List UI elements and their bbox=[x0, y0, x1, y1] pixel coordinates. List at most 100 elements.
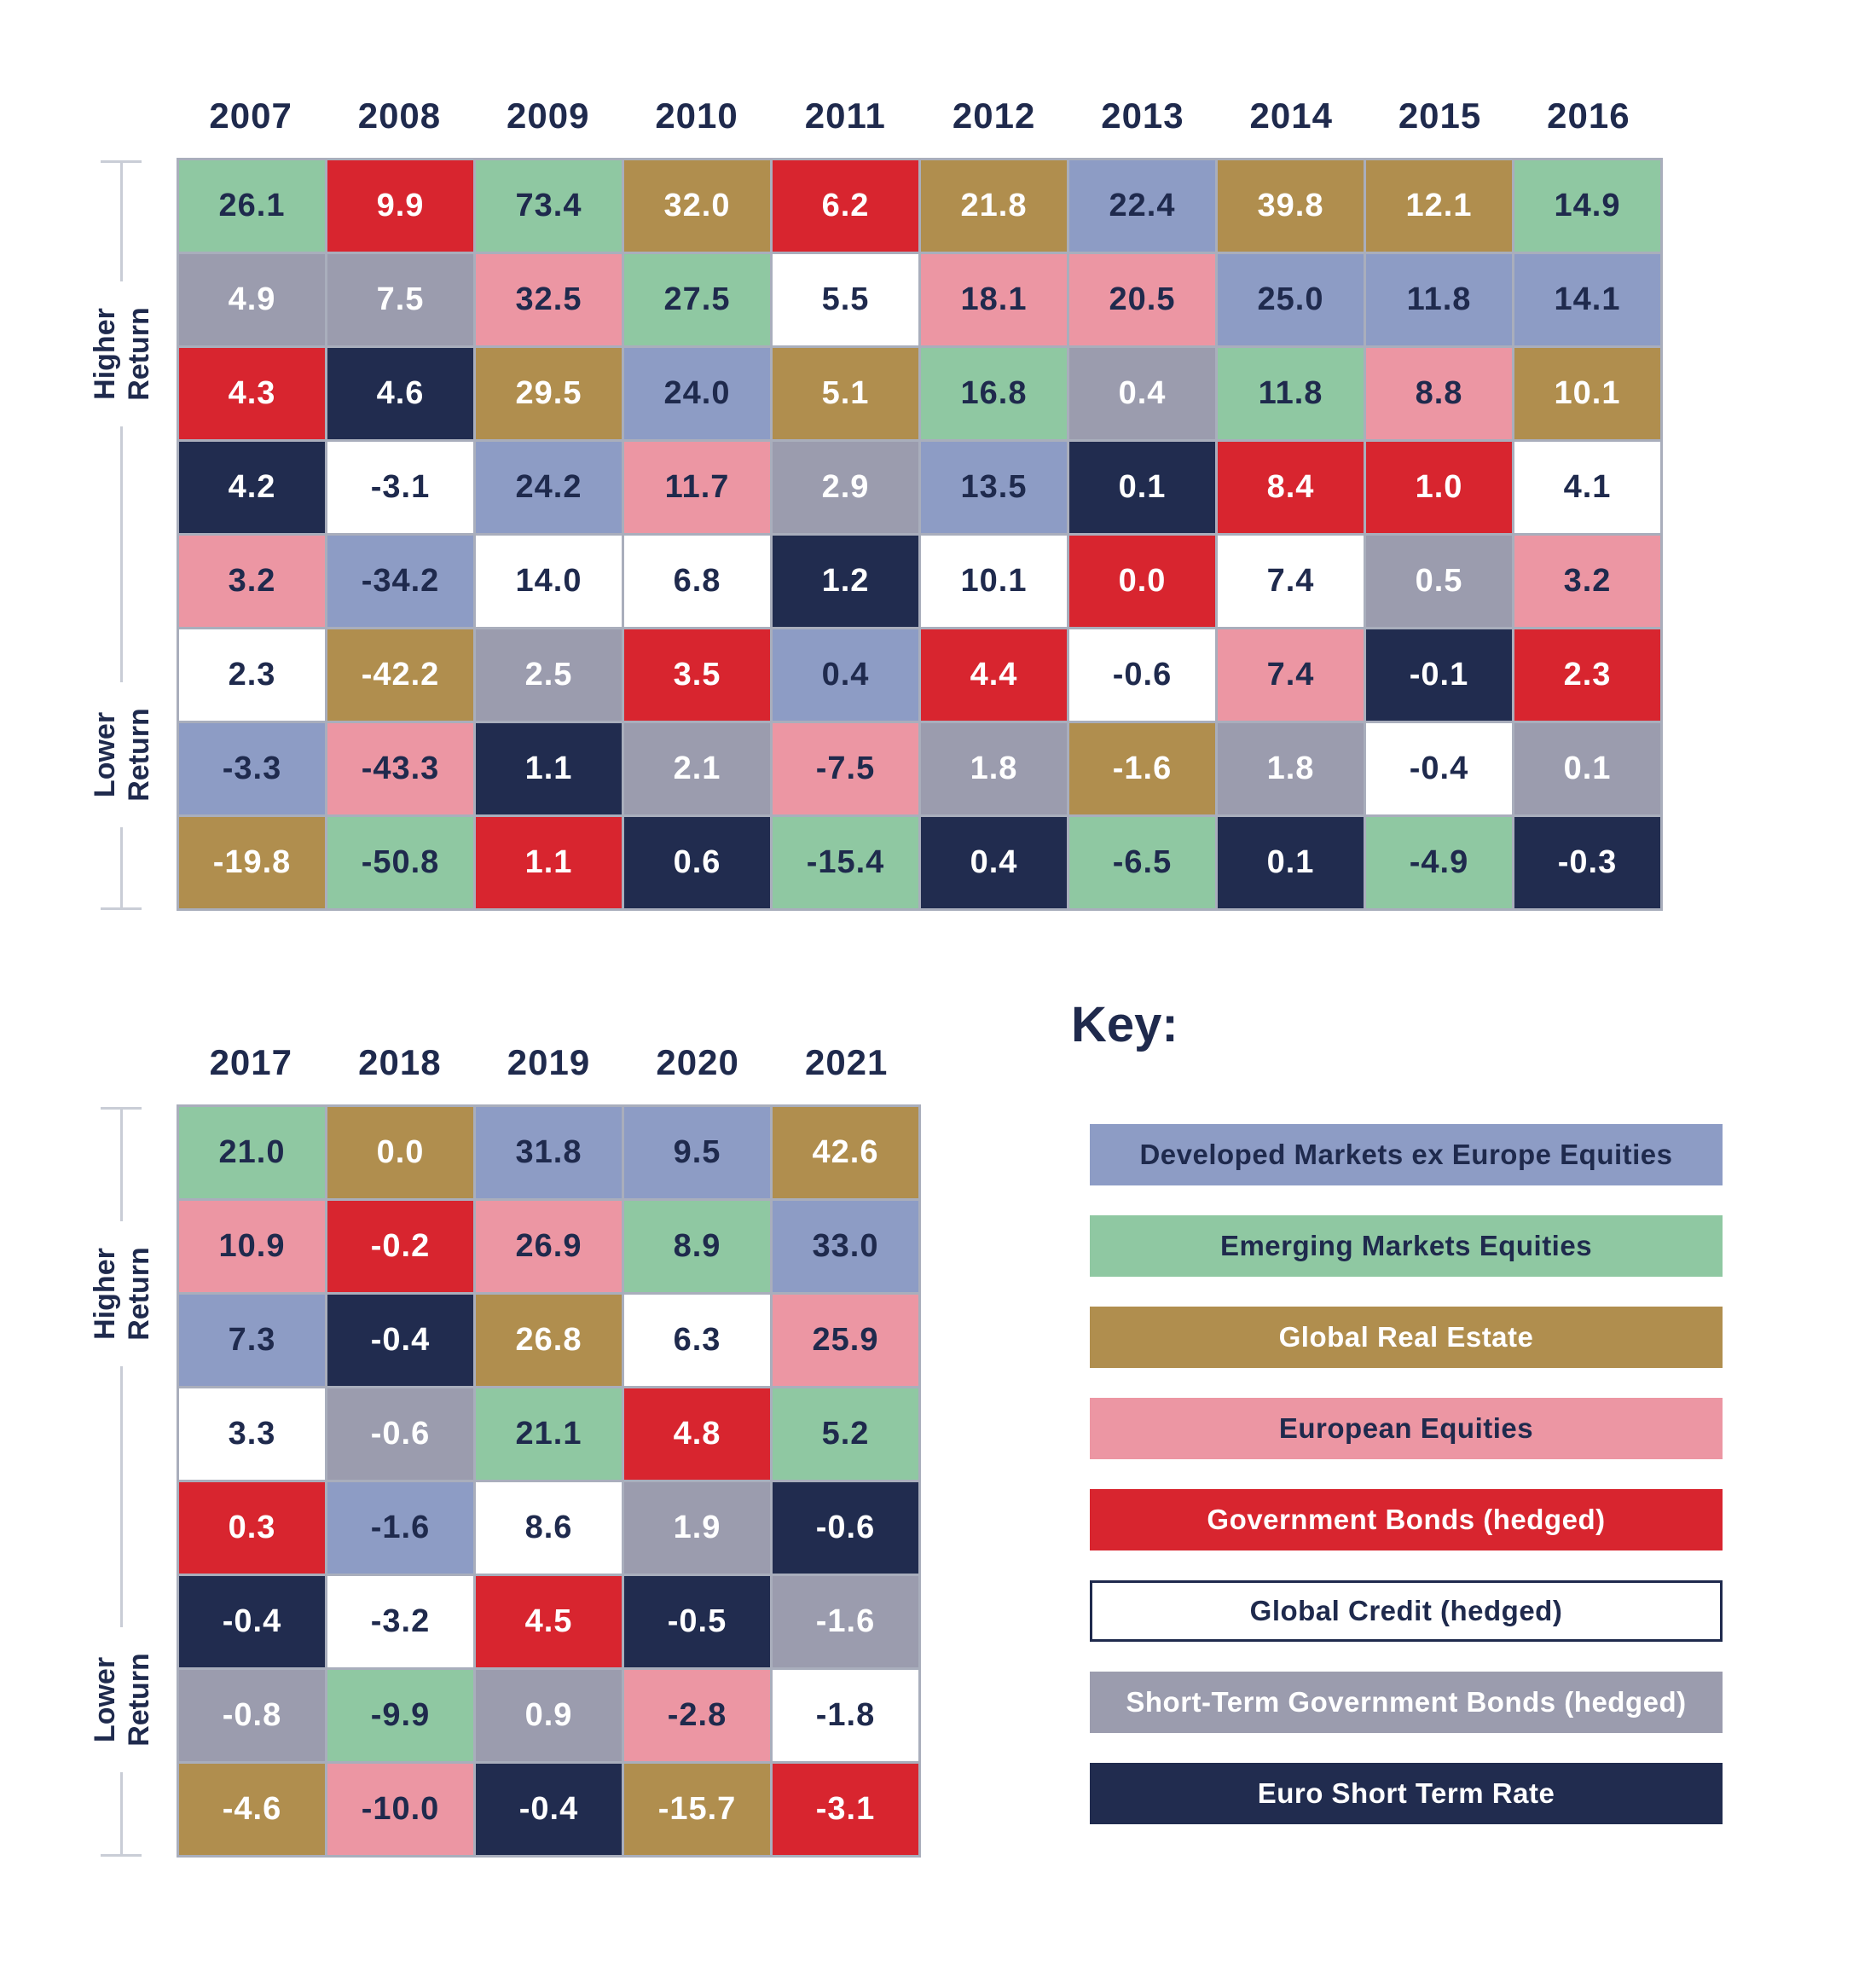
return-cell-emerging: 26.1 bbox=[179, 160, 325, 252]
return-cell-european: 18.1 bbox=[921, 254, 1067, 345]
legend-item-govbonds: Government Bonds (hedged) bbox=[1090, 1489, 1723, 1550]
return-cell-european: 7.4 bbox=[1218, 629, 1364, 721]
legend-item-emerging: Emerging Markets Equities bbox=[1090, 1215, 1723, 1277]
return-cell-euroshort: -0.5 bbox=[624, 1576, 770, 1667]
return-cell-globalcredit: 4.1 bbox=[1514, 442, 1660, 533]
return-cell-emerging: -50.8 bbox=[327, 817, 473, 908]
return-cell-shortterm: -0.6 bbox=[327, 1388, 473, 1480]
return-cell-european: -10.0 bbox=[327, 1764, 473, 1855]
grid1: 26.1 9.9 73.4 32.0 6.2 21.8 22.4 39.8 12.1 14.9 4.… bbox=[177, 158, 1663, 911]
return-cell-globalcredit: -3.2 bbox=[327, 1576, 473, 1667]
return-cell-shortterm: 0.1 bbox=[1514, 723, 1660, 814]
return-cell-realestate: 10.1 bbox=[1514, 348, 1660, 439]
return-cell-realestate: 32.0 bbox=[624, 160, 770, 252]
year-label-2019: 2019 bbox=[507, 1042, 591, 1082]
return-cell-european: 32.5 bbox=[476, 254, 622, 345]
return-cell-govbonds: 4.8 bbox=[624, 1388, 770, 1480]
return-cell-govbonds: 1.0 bbox=[1366, 442, 1512, 533]
return-cell-govbonds: 4.3 bbox=[179, 348, 325, 439]
return-cell-euroshort: -0.1 bbox=[1366, 629, 1512, 721]
grid2-years: 2017 2018 2019 2020 2021 bbox=[177, 1042, 921, 1083]
axis1-line bbox=[120, 160, 123, 910]
axis2-lower-return-label: Lower Return bbox=[73, 1627, 171, 1772]
return-cell-govbonds: 1.1 bbox=[476, 817, 622, 908]
grid1-years: 2007 2008 2009 2010 2011 2012 2013 2014 2015 2016 bbox=[177, 96, 1663, 136]
return-cell-realestate: 21.8 bbox=[921, 160, 1067, 252]
return-cell-euroshort: -0.4 bbox=[179, 1576, 325, 1667]
return-cell-euroshort: 0.1 bbox=[1218, 817, 1364, 908]
year-label-2010: 2010 bbox=[655, 96, 738, 136]
return-cell-euroshort: 0.1 bbox=[1069, 442, 1215, 533]
year-label-2012: 2012 bbox=[952, 96, 1036, 136]
year-label-2017: 2017 bbox=[209, 1042, 293, 1082]
return-cell-globalcredit: 2.3 bbox=[179, 629, 325, 721]
return-cell-emerging: 14.9 bbox=[1514, 160, 1660, 252]
year-label-2015: 2015 bbox=[1398, 96, 1482, 136]
return-cell-euroshort: 0.4 bbox=[921, 817, 1067, 908]
return-cell-globalcredit: -3.1 bbox=[327, 442, 473, 533]
return-cell-developed: -3.3 bbox=[179, 723, 325, 814]
year-label-2008: 2008 bbox=[357, 96, 442, 136]
return-cell-developed: -34.2 bbox=[327, 536, 473, 627]
legend-item-shortterm: Short-Term Government Bonds (hedged) bbox=[1090, 1672, 1723, 1733]
return-cell-globalcredit: -0.4 bbox=[1366, 723, 1512, 814]
axis1-cap-bottom bbox=[101, 907, 142, 910]
axis2-cap-bottom bbox=[101, 1854, 142, 1857]
return-cell-developed: 13.5 bbox=[921, 442, 1067, 533]
return-cell-european: 20.5 bbox=[1069, 254, 1215, 345]
return-cell-realestate: 0.0 bbox=[327, 1107, 473, 1198]
return-cell-globalcredit: 8.6 bbox=[476, 1482, 622, 1574]
return-cell-realestate: -15.7 bbox=[624, 1764, 770, 1855]
return-cell-shortterm: 2.5 bbox=[476, 629, 622, 721]
return-cell-govbonds: 9.9 bbox=[327, 160, 473, 252]
return-cell-euroshort: 1.1 bbox=[476, 723, 622, 814]
axis1-lower-return-label: Lower Return bbox=[73, 682, 171, 827]
return-cell-globalcredit: 6.3 bbox=[624, 1295, 770, 1386]
return-cell-realestate: -42.2 bbox=[327, 629, 473, 721]
return-cell-shortterm: 1.8 bbox=[921, 723, 1067, 814]
year-label-2020: 2020 bbox=[656, 1042, 739, 1082]
year-label-2016: 2016 bbox=[1547, 96, 1630, 136]
return-cell-shortterm: 4.9 bbox=[179, 254, 325, 345]
return-cell-govbonds: -3.1 bbox=[773, 1764, 918, 1855]
return-cell-shortterm: 1.8 bbox=[1218, 723, 1364, 814]
return-cell-developed: 7.3 bbox=[179, 1295, 325, 1386]
return-cell-european: -7.5 bbox=[773, 723, 918, 814]
return-cell-govbonds: 2.3 bbox=[1514, 629, 1660, 721]
return-cell-emerging: -4.9 bbox=[1366, 817, 1512, 908]
return-cell-emerging: 8.9 bbox=[624, 1201, 770, 1292]
year-label-2009: 2009 bbox=[507, 96, 590, 136]
return-cell-euroshort: -0.4 bbox=[327, 1295, 473, 1386]
return-cell-european: 8.8 bbox=[1366, 348, 1512, 439]
axis2-line bbox=[120, 1107, 123, 1857]
return-cell-european: 3.2 bbox=[1514, 536, 1660, 627]
return-cell-developed: 24.0 bbox=[624, 348, 770, 439]
grid2: 21.0 0.0 31.8 9.5 42.6 10.9 -0.2 26.9 8.9 33.0 7.3… bbox=[177, 1104, 921, 1858]
return-cell-developed: 33.0 bbox=[773, 1201, 918, 1292]
return-cell-shortterm: -0.8 bbox=[179, 1670, 325, 1761]
return-cell-realestate: -19.8 bbox=[179, 817, 325, 908]
return-cell-govbonds: 4.5 bbox=[476, 1576, 622, 1667]
return-cell-emerging: 5.2 bbox=[773, 1388, 918, 1480]
return-cell-shortterm: 2.1 bbox=[624, 723, 770, 814]
return-cell-realestate: 39.8 bbox=[1218, 160, 1364, 252]
legend-item-realestate: Global Real Estate bbox=[1090, 1307, 1723, 1368]
return-cell-govbonds: 3.5 bbox=[624, 629, 770, 721]
return-cell-globalcredit: 7.4 bbox=[1218, 536, 1364, 627]
return-cell-european: 10.9 bbox=[179, 1201, 325, 1292]
return-cell-globalcredit: 14.0 bbox=[476, 536, 622, 627]
axis1-cap-top bbox=[101, 160, 142, 163]
return-cell-euroshort: -0.3 bbox=[1514, 817, 1660, 908]
return-cell-emerging: 73.4 bbox=[476, 160, 622, 252]
return-cell-euroshort: 1.2 bbox=[773, 536, 918, 627]
return-cell-developed: 9.5 bbox=[624, 1107, 770, 1198]
return-cell-emerging: 27.5 bbox=[624, 254, 770, 345]
key-title: Key: bbox=[1071, 997, 1178, 1052]
year-label-2007: 2007 bbox=[209, 96, 292, 136]
axis2-higher-return-label: Higher Return bbox=[73, 1221, 171, 1366]
return-cell-realestate: -1.6 bbox=[1069, 723, 1215, 814]
return-cell-euroshort: 4.2 bbox=[179, 442, 325, 533]
return-cell-european: 3.2 bbox=[179, 536, 325, 627]
return-cell-shortterm: 0.5 bbox=[1366, 536, 1512, 627]
